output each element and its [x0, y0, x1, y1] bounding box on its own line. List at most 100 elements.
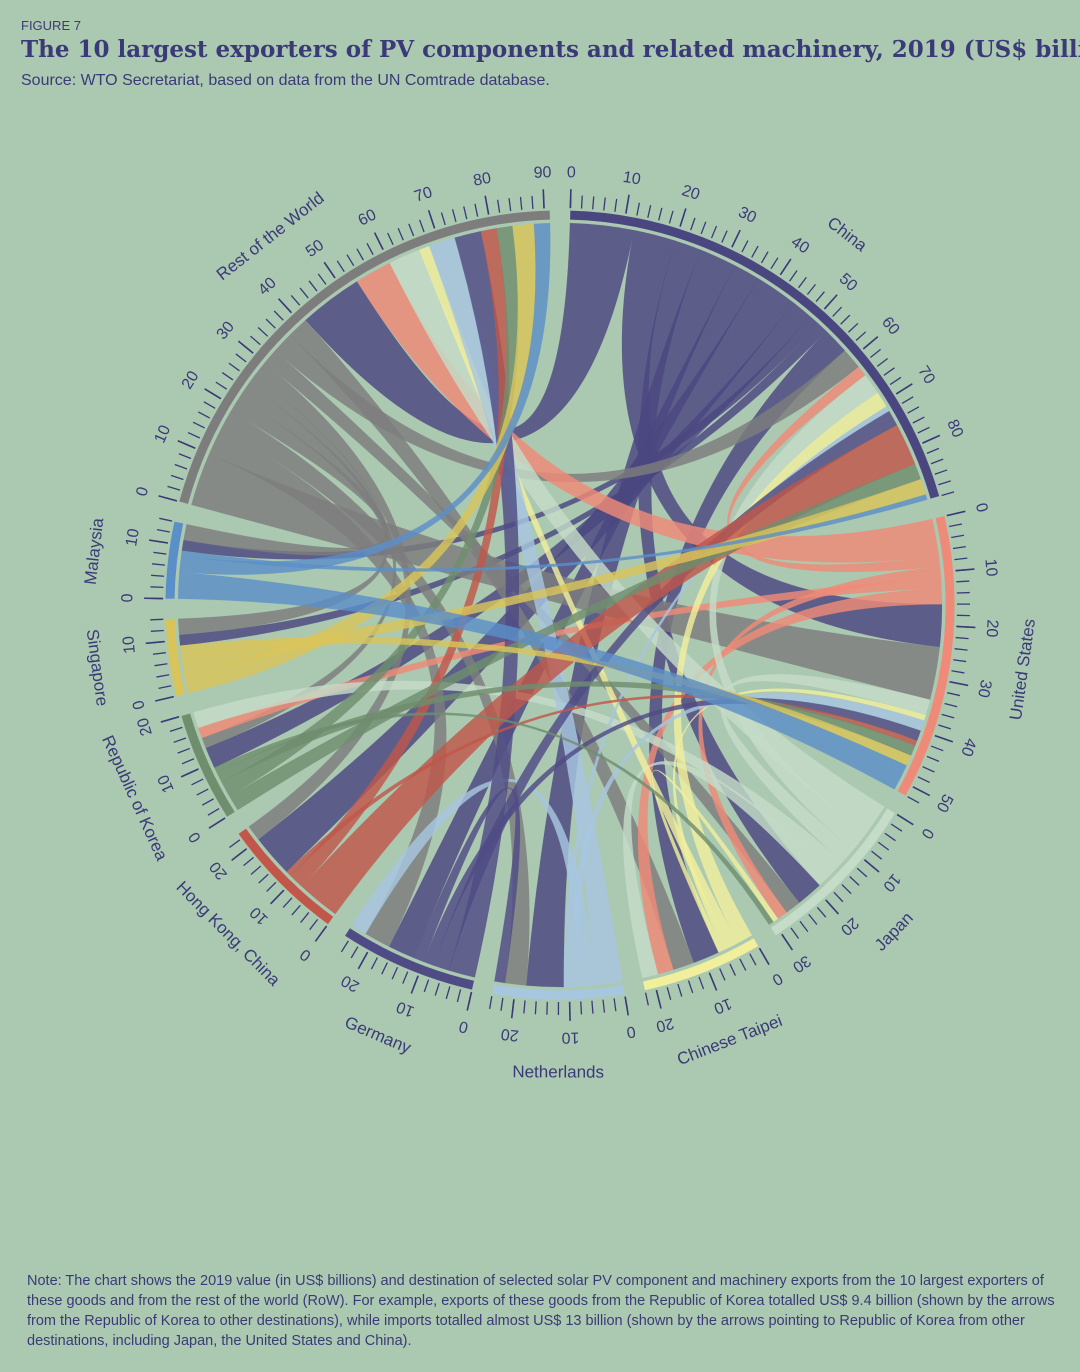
minor-tick [508, 198, 512, 212]
minor-tick [798, 276, 807, 289]
minor-tick [741, 240, 749, 253]
minor-tick [739, 958, 747, 971]
tick-label: 40 [255, 274, 280, 299]
ribbon [672, 688, 927, 951]
node-arc [643, 938, 759, 991]
ribbon [290, 228, 510, 888]
tick-mark [270, 889, 285, 905]
minor-tick [309, 919, 319, 931]
minor-tick [170, 474, 184, 481]
minor-tick [876, 358, 889, 367]
node-label: China [824, 213, 871, 256]
minor-tick [956, 580, 970, 583]
minor-tick [340, 940, 349, 953]
tick-mark [357, 951, 369, 970]
minor-tick [926, 755, 940, 763]
tick-mark [912, 786, 931, 797]
minor-tick [790, 927, 800, 939]
tick-mark [934, 734, 954, 743]
node-label: Republic of Korea [98, 732, 171, 863]
tick-mark [160, 715, 180, 723]
minor-tick [644, 992, 649, 1006]
minor-tick [229, 839, 241, 849]
minor-tick [456, 989, 462, 1003]
ribbon [286, 694, 918, 877]
tick-mark [823, 294, 838, 310]
minor-tick [930, 745, 944, 752]
minor-tick [440, 212, 446, 226]
tick-mark [896, 813, 914, 826]
tick-mark [180, 768, 199, 778]
minor-tick [387, 232, 394, 246]
minor-tick [418, 219, 425, 233]
ribbon [208, 429, 447, 947]
ribbon [351, 778, 597, 987]
tick-label: 10 [155, 772, 178, 795]
minor-tick [907, 796, 920, 804]
tick-mark [949, 680, 969, 687]
node-label: Japan [871, 908, 917, 954]
minor-tick [922, 766, 935, 773]
minor-tick [299, 287, 309, 299]
minor-tick [591, 1000, 594, 1014]
minor-tick [719, 968, 726, 981]
minor-tick [159, 517, 173, 522]
tick-label: 40 [957, 736, 979, 758]
tick-label: 90 [533, 164, 552, 182]
minor-tick [941, 491, 955, 497]
minor-tick [474, 203, 479, 217]
note: Note: The chart shows the 2019 value (in… [27, 1273, 1055, 1349]
tick-label: 0 [297, 945, 314, 964]
minor-tick [848, 322, 859, 333]
minor-tick [317, 273, 327, 285]
ribbon [563, 406, 890, 988]
tick-mark [946, 510, 966, 517]
minor-tick [856, 867, 868, 878]
minor-tick [592, 196, 595, 210]
minor-tick [944, 702, 958, 708]
ribbon [413, 787, 521, 984]
minor-tick [250, 865, 262, 875]
minor-tick [408, 223, 415, 237]
ribbon [727, 366, 941, 573]
minor-tick [613, 998, 617, 1012]
tick-label: 10 [711, 994, 734, 1017]
tick-label: 10 [622, 169, 642, 189]
tick-label: 10 [394, 998, 417, 1020]
minor-tick [749, 953, 757, 966]
minor-tick [156, 674, 170, 678]
minor-tick [816, 906, 827, 918]
minor-tick [789, 270, 798, 282]
minor-tick [832, 306, 843, 317]
minor-tick [203, 401, 216, 409]
tick-label: 0 [457, 1017, 470, 1036]
minor-tick [941, 713, 955, 719]
minor-tick [883, 367, 895, 376]
minor-tick [356, 248, 364, 261]
node-arc [897, 516, 955, 796]
minor-tick [158, 685, 172, 690]
tick-mark [323, 261, 336, 279]
tick-mark [955, 568, 975, 572]
minor-tick [580, 195, 583, 209]
minor-tick [151, 574, 165, 577]
minor-tick [167, 485, 181, 491]
minor-tick [889, 376, 902, 386]
tick-mark [779, 258, 792, 276]
tick-label: 50 [836, 270, 861, 295]
tick-label: 20 [983, 619, 1001, 638]
minor-tick [290, 294, 301, 306]
minor-tick [952, 546, 966, 550]
minor-tick [840, 314, 851, 325]
tick-label: 20 [837, 914, 862, 939]
minor-tick [207, 807, 220, 816]
tick-label: 20 [500, 1025, 520, 1044]
node-label: Rest of the World [213, 188, 328, 284]
tick-mark [825, 899, 840, 915]
tick-mark [655, 989, 662, 1009]
tick-label: 30 [974, 678, 994, 699]
minor-tick [215, 381, 228, 390]
minor-tick [150, 586, 164, 589]
minor-tick [500, 997, 504, 1011]
minor-tick [954, 557, 968, 561]
